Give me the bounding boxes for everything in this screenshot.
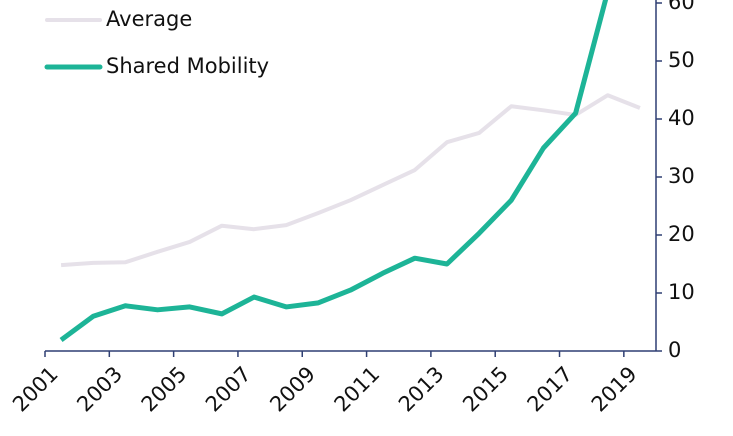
y-tick-label: 40 bbox=[668, 106, 695, 130]
legend-label: Average bbox=[106, 7, 192, 31]
x-tick-label: 2017 bbox=[523, 362, 578, 417]
line-series bbox=[60, 93, 641, 268]
x-tick-label: 2007 bbox=[201, 362, 256, 417]
x-tick-label: 2013 bbox=[394, 362, 449, 417]
y-tick-label: 20 bbox=[668, 222, 695, 246]
line-series bbox=[59, 0, 609, 342]
x-tick-label: 2015 bbox=[458, 362, 513, 417]
x-tick-label: 2005 bbox=[137, 362, 192, 417]
y-tick-label: 60 bbox=[668, 0, 695, 14]
x-tick-label: 2003 bbox=[72, 362, 127, 417]
y-tick-label: 10 bbox=[668, 280, 695, 304]
x-tick-label: 2019 bbox=[587, 362, 642, 417]
x-tick-label: 2001 bbox=[8, 362, 63, 417]
x-tick-label: 2011 bbox=[330, 362, 385, 417]
legend-label: Shared Mobility bbox=[106, 54, 269, 78]
y-tick-label: 0 bbox=[668, 338, 681, 362]
y-tick-label: 30 bbox=[668, 164, 695, 188]
y-tick-label: 50 bbox=[668, 48, 695, 72]
x-tick-label: 2009 bbox=[265, 362, 320, 417]
